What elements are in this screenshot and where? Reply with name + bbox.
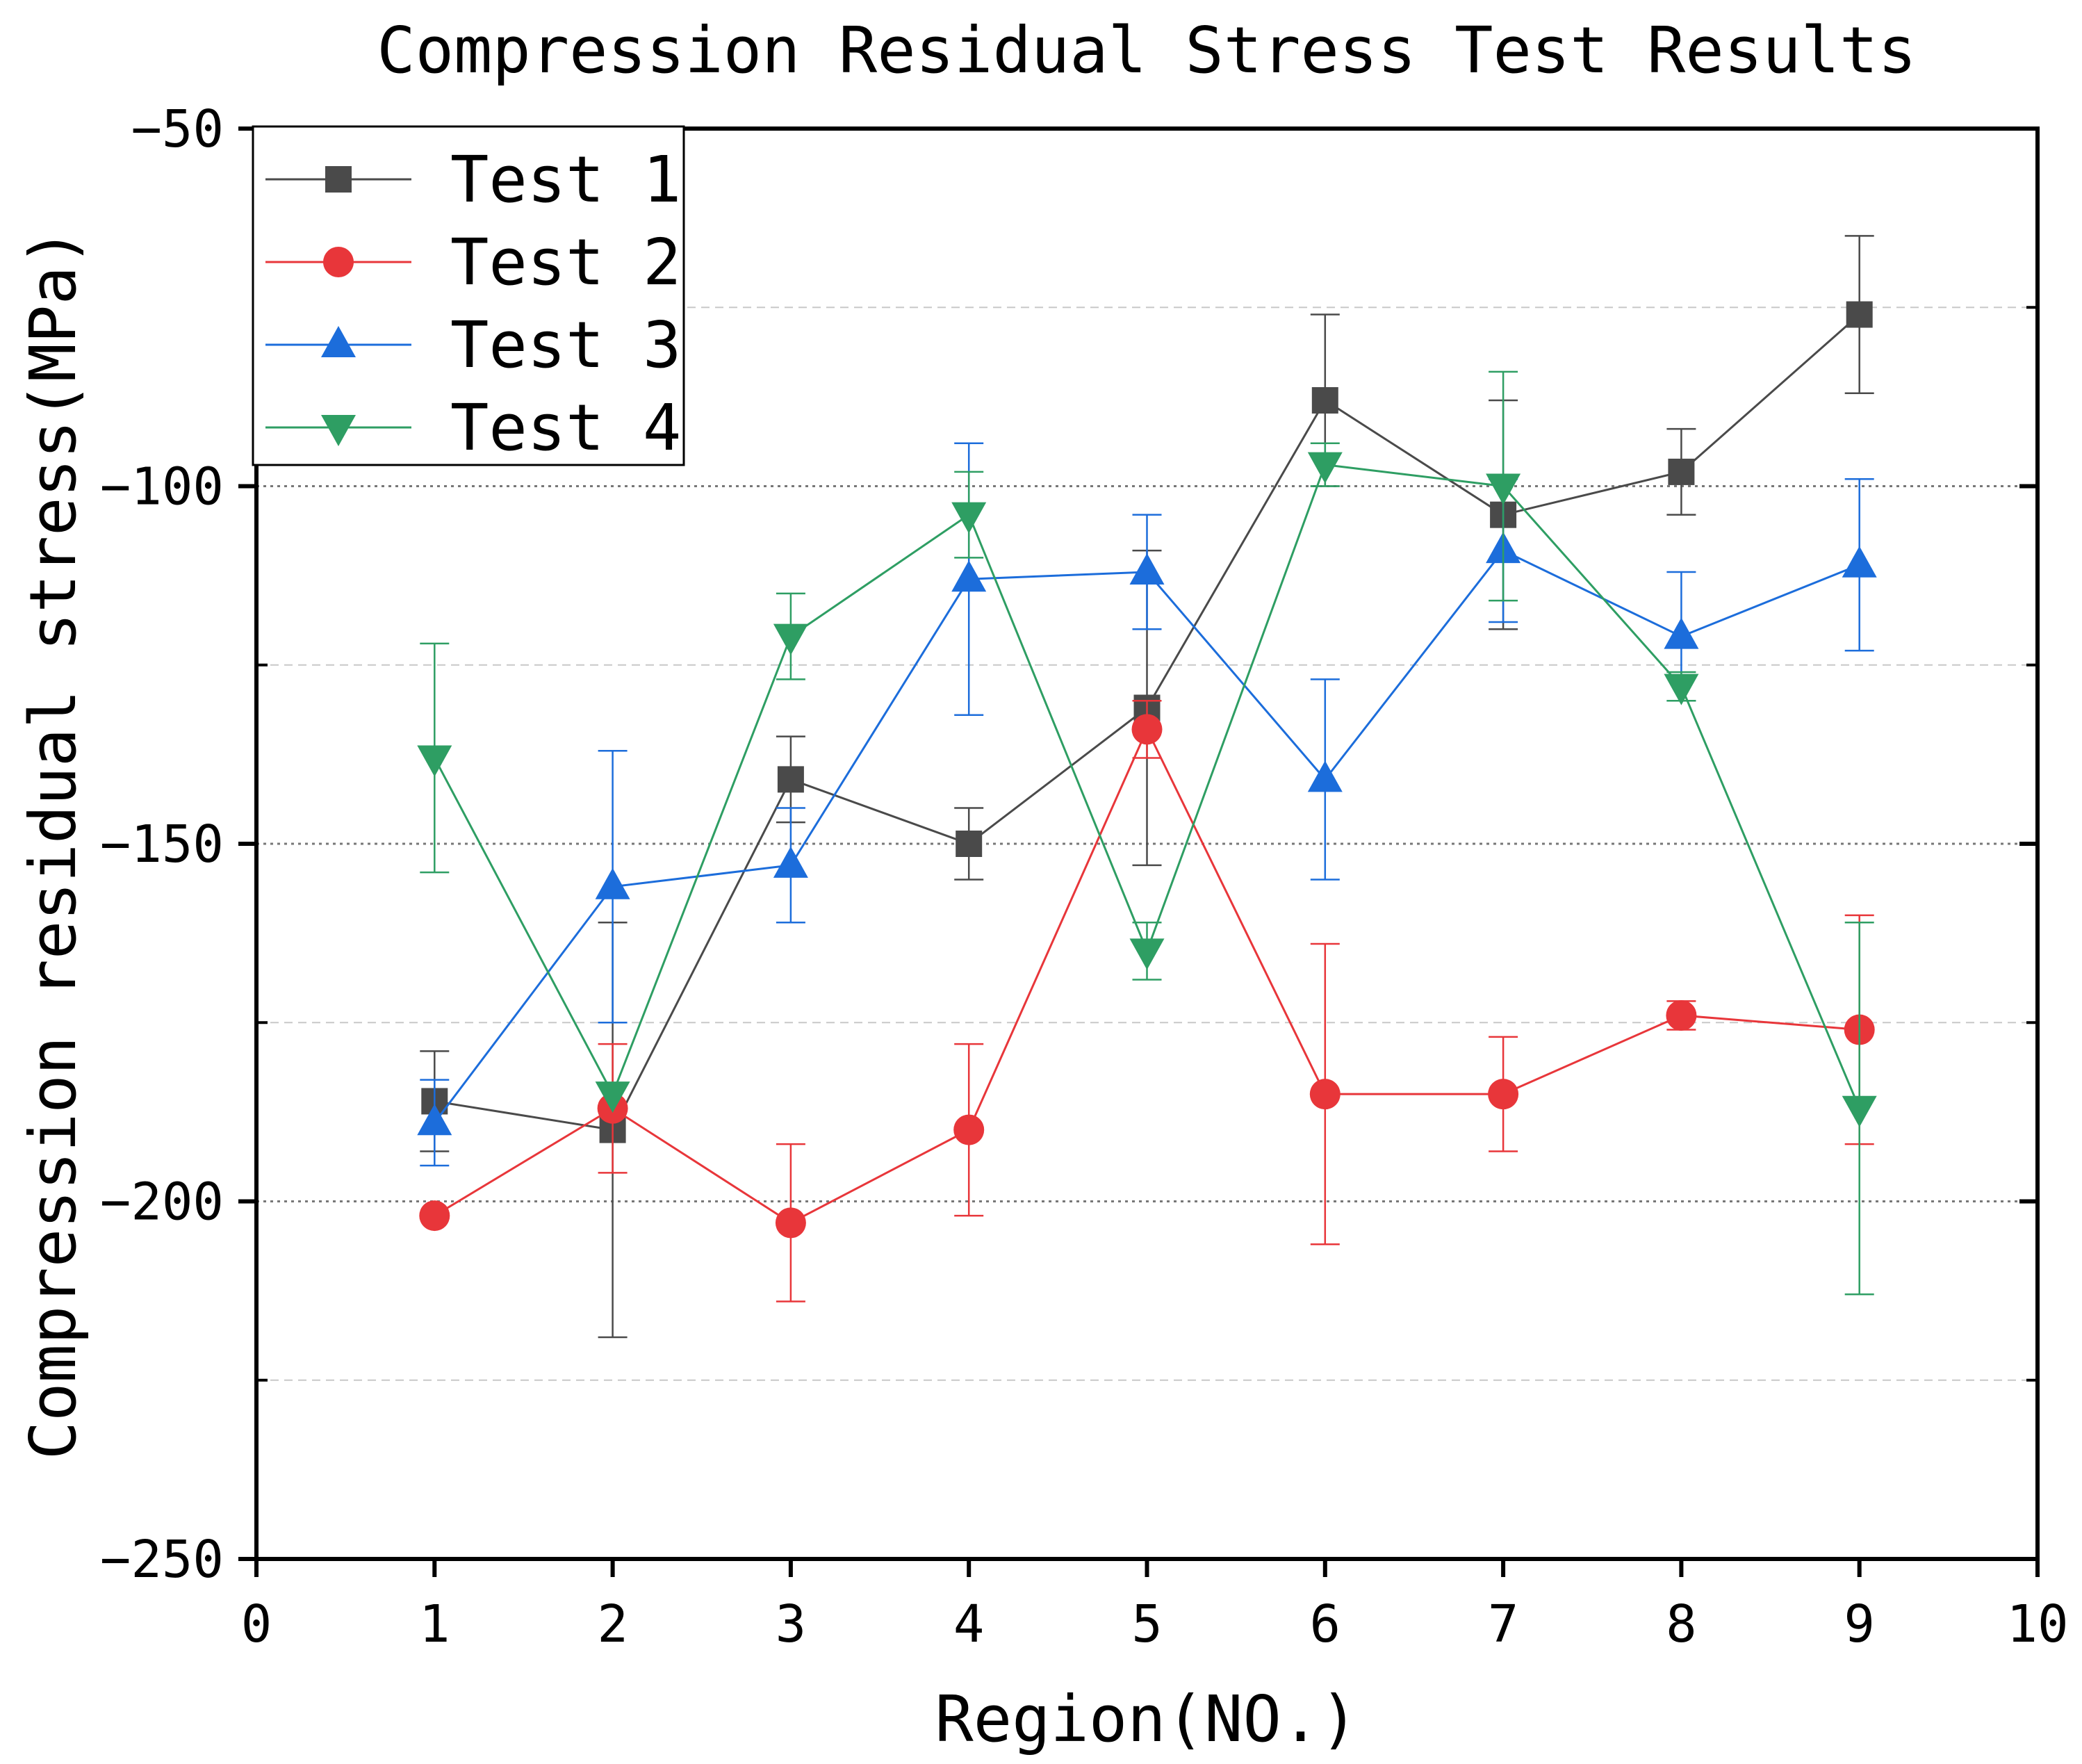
y-tick-label--150: −150 — [100, 815, 224, 874]
legend-marker-test-4 — [321, 415, 356, 446]
data-point-test-1-8 — [1668, 458, 1695, 485]
plot-area-frame — [254, 126, 2040, 1561]
data-point-test-1-6 — [1311, 387, 1338, 414]
data-point-test-2-8 — [1666, 999, 1697, 1031]
y-tick-label--200: −200 — [100, 1173, 224, 1232]
data-point-test-4-1 — [417, 745, 452, 777]
legend-label-test-2: Test 2 — [450, 225, 681, 300]
legend-marker-test-3 — [321, 326, 356, 357]
x-tick-label-0: 0 — [241, 1594, 272, 1654]
x-tick-label-4: 4 — [953, 1594, 985, 1654]
legend-marker-test-1 — [325, 166, 352, 193]
data-point-test-3-8 — [1664, 617, 1699, 649]
x-tick-label-10: 10 — [2006, 1594, 2068, 1654]
legend-label-test-3: Test 3 — [450, 308, 681, 382]
x-axis-title: Region(NO.) — [935, 1682, 1358, 1756]
y-tick-label--100: −100 — [100, 457, 224, 517]
data-point-test-4-5 — [1129, 938, 1165, 970]
data-point-test-3-3 — [773, 846, 808, 878]
data-point-test-4-2 — [595, 1081, 630, 1113]
data-point-test-1-4 — [956, 831, 983, 857]
data-point-test-1-3 — [777, 766, 804, 793]
legend-marker-test-2 — [323, 247, 354, 277]
data-point-test-1-9 — [1846, 301, 1873, 328]
series-test-3 — [417, 442, 1877, 1167]
data-point-test-2-5 — [1131, 714, 1163, 745]
series-test-2 — [419, 699, 1875, 1302]
legend: Test 1 Test 2 Test 3 Test 4 — [252, 125, 685, 466]
chart-title: Compression Residual Stress Test Results — [377, 13, 1917, 88]
data-point-test-2-7 — [1488, 1079, 1519, 1110]
data-point-test-2-3 — [775, 1207, 806, 1239]
data-point-test-4-6 — [1307, 452, 1343, 484]
x-tick-label-6: 6 — [1310, 1594, 1341, 1654]
x-tick-label-9: 9 — [1844, 1594, 1875, 1654]
data-point-test-4-4 — [951, 502, 987, 534]
x-tick-label-3: 3 — [776, 1594, 807, 1654]
data-point-test-4-8 — [1664, 673, 1699, 705]
data-point-test-2-4 — [953, 1114, 985, 1145]
x-tick-label-8: 8 — [1666, 1594, 1697, 1654]
legend-label-test-4: Test 4 — [450, 391, 681, 465]
data-point-test-2-1 — [419, 1200, 450, 1232]
y-axis-title: Compression residual stress(MPa) — [16, 228, 90, 1460]
legend-box — [252, 125, 685, 466]
data-point-test-3-5 — [1129, 553, 1165, 585]
series-test-4 — [417, 370, 1877, 1296]
data-point-test-4-3 — [773, 623, 808, 655]
data-point-test-3-6 — [1307, 760, 1343, 792]
data-point-test-3-9 — [1842, 546, 1877, 578]
x-tick-label-2: 2 — [597, 1594, 628, 1654]
data-series — [417, 235, 1877, 1339]
data-point-test-2-6 — [1309, 1079, 1341, 1110]
data-point-test-3-4 — [951, 560, 987, 592]
x-tick-label-7: 7 — [1488, 1594, 1519, 1654]
y-tick-label--50: −50 — [131, 99, 224, 159]
data-point-test-4-9 — [1842, 1095, 1877, 1127]
data-point-test-3-2 — [595, 867, 630, 899]
legend-label-test-1: Test 1 — [450, 142, 681, 217]
x-tick-labels: 0 1 2 3 4 5 6 7 8 9 10 — [241, 1594, 2069, 1654]
x-tick-label-5: 5 — [1131, 1594, 1163, 1654]
y-tick-labels: −250 −200 −150 −100 −50 — [100, 99, 224, 1590]
x-tick-label-1: 1 — [419, 1594, 450, 1654]
data-point-test-3-1 — [417, 1104, 452, 1136]
y-tick-label--250: −250 — [100, 1530, 224, 1590]
data-point-test-4-7 — [1486, 473, 1521, 505]
